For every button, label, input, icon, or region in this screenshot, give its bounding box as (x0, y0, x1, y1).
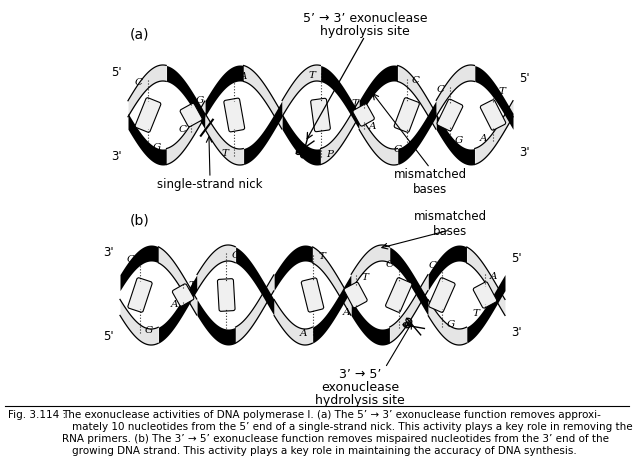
Text: exonuclease: exonuclease (321, 381, 399, 394)
Text: (b): (b) (130, 213, 150, 227)
Text: (a): (a) (130, 28, 150, 42)
Text: P: P (326, 150, 333, 159)
Text: T: T (351, 98, 358, 108)
Text: C: C (127, 255, 135, 264)
Text: G: G (404, 321, 412, 330)
FancyBboxPatch shape (128, 278, 152, 312)
Text: T: T (308, 71, 315, 80)
Text: The exonuclease activities of DNA polymerase I. (a) The 5’ → 3’ exonuclease func: The exonuclease activities of DNA polyme… (62, 410, 601, 420)
Text: RNA primers. (b) The 3’ → 5’ exonuclease function removes mispaired nucleotides : RNA primers. (b) The 3’ → 5’ exonuclease… (62, 434, 609, 444)
FancyBboxPatch shape (481, 100, 506, 130)
Text: 3': 3' (519, 145, 529, 158)
Text: 5': 5' (519, 71, 529, 84)
Text: A: A (240, 72, 247, 81)
FancyBboxPatch shape (353, 104, 374, 126)
Text: 5’ → 3’ exonuclease: 5’ → 3’ exonuclease (303, 12, 427, 25)
Text: C: C (135, 78, 143, 87)
FancyBboxPatch shape (172, 284, 194, 306)
Text: mately 10 nucleotides from the 5’ end of a single-strand nick. This activity pla: mately 10 nucleotides from the 5’ end of… (72, 422, 633, 432)
FancyBboxPatch shape (473, 282, 497, 308)
Text: A: A (369, 123, 377, 131)
FancyBboxPatch shape (429, 278, 455, 312)
Text: G: G (145, 326, 153, 335)
Text: T: T (318, 253, 325, 261)
FancyBboxPatch shape (394, 98, 419, 132)
FancyBboxPatch shape (344, 282, 367, 308)
FancyBboxPatch shape (224, 98, 245, 132)
FancyBboxPatch shape (135, 98, 161, 132)
Text: G: G (196, 96, 204, 104)
Text: mismatched
bases: mismatched bases (394, 168, 467, 196)
Text: T: T (189, 281, 195, 290)
Text: T: T (498, 87, 505, 96)
Text: C: C (178, 125, 186, 135)
Text: G: G (213, 330, 221, 339)
Text: hydrolysis site: hydrolysis site (320, 25, 410, 38)
Text: growing DNA strand. This activity plays a key role in maintaining the accuracy o: growing DNA strand. This activity plays … (72, 446, 577, 456)
Text: A: A (171, 300, 178, 308)
Text: C: C (231, 251, 239, 260)
Text: Fig. 3.114 :: Fig. 3.114 : (8, 410, 66, 420)
Text: A: A (490, 272, 498, 281)
Text: mismatched
bases: mismatched bases (413, 210, 486, 238)
Text: G: G (447, 321, 455, 329)
FancyBboxPatch shape (311, 98, 330, 132)
Text: 5': 5' (511, 252, 522, 265)
Text: 3’ → 5’: 3’ → 5’ (339, 368, 381, 381)
FancyBboxPatch shape (217, 279, 235, 311)
FancyBboxPatch shape (385, 278, 412, 312)
Text: A: A (300, 329, 307, 338)
FancyBboxPatch shape (180, 103, 202, 127)
Text: G: G (394, 145, 402, 154)
Text: C: C (385, 260, 394, 269)
Text: A: A (343, 308, 351, 317)
Text: C: C (437, 85, 445, 94)
Text: hydrolysis site: hydrolysis site (315, 394, 405, 407)
Text: 3': 3' (511, 325, 522, 338)
Text: T: T (222, 150, 229, 158)
Text: G: G (455, 136, 463, 145)
Text: G: G (153, 143, 161, 152)
Text: C: C (411, 76, 420, 85)
Text: single-strand nick: single-strand nick (157, 178, 262, 191)
Text: A: A (480, 135, 488, 144)
Text: 5': 5' (112, 67, 122, 80)
Text: C: C (429, 260, 437, 269)
Text: 3': 3' (112, 151, 122, 164)
Text: T: T (361, 273, 368, 282)
FancyBboxPatch shape (301, 278, 324, 312)
FancyBboxPatch shape (437, 99, 463, 131)
Text: 3': 3' (103, 247, 114, 260)
Text: 5': 5' (103, 330, 114, 343)
Text: T: T (472, 309, 479, 318)
